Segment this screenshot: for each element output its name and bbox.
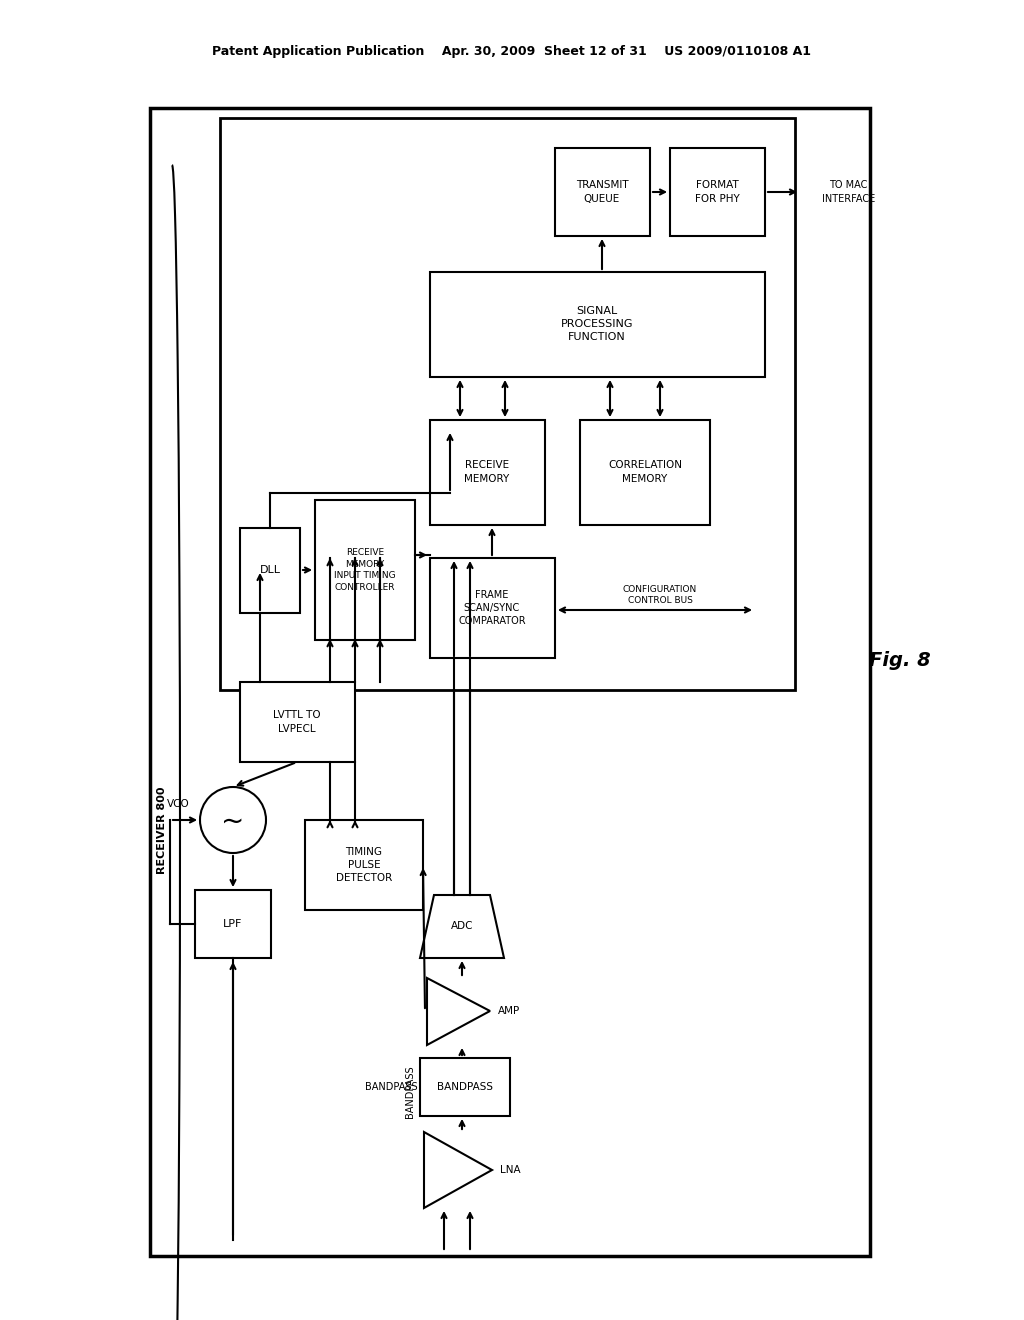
Text: BANDPASS: BANDPASS <box>406 1065 415 1118</box>
Bar <box>555 148 650 236</box>
Text: BANDPASS: BANDPASS <box>437 1082 493 1092</box>
Text: LNA: LNA <box>500 1166 520 1175</box>
Text: TO MAC
INTERFACE: TO MAC INTERFACE <box>822 181 876 203</box>
Text: LVTTL TO
LVPECL: LVTTL TO LVPECL <box>273 710 321 734</box>
Bar <box>430 272 765 378</box>
Circle shape <box>200 787 266 853</box>
Bar <box>420 1059 510 1115</box>
Bar <box>240 682 355 762</box>
Text: LPF: LPF <box>223 919 243 929</box>
Text: TRANSMIT
QUEUE: TRANSMIT QUEUE <box>575 181 629 203</box>
Bar <box>430 420 545 525</box>
Polygon shape <box>420 895 504 958</box>
Text: DLL: DLL <box>259 565 281 576</box>
Text: ADC: ADC <box>451 921 473 931</box>
Bar <box>220 117 795 690</box>
Polygon shape <box>427 978 490 1045</box>
Text: FORMAT
FOR PHY: FORMAT FOR PHY <box>694 181 739 203</box>
Bar <box>580 420 710 525</box>
Bar <box>240 528 300 612</box>
Text: ~: ~ <box>221 808 245 836</box>
Text: Fig. 8: Fig. 8 <box>869 651 931 669</box>
Text: TIMING
PULSE
DETECTOR: TIMING PULSE DETECTOR <box>336 847 392 883</box>
Text: SIGNAL
PROCESSING
FUNCTION: SIGNAL PROCESSING FUNCTION <box>561 306 633 342</box>
Bar <box>150 108 870 1257</box>
Text: AMP: AMP <box>498 1006 520 1016</box>
Text: RECEIVER 800: RECEIVER 800 <box>157 787 167 874</box>
Bar <box>430 558 555 657</box>
Text: RECEIVE
MEMORY: RECEIVE MEMORY <box>464 461 510 483</box>
Text: FRAME
SCAN/SYNC
COMPARATOR: FRAME SCAN/SYNC COMPARATOR <box>458 590 525 626</box>
Text: RECEIVE
MEMORY
INPUT TIMING
CONTROLLER: RECEIVE MEMORY INPUT TIMING CONTROLLER <box>334 548 396 593</box>
Bar <box>305 820 423 909</box>
Bar <box>195 890 271 958</box>
Text: CORRELATION
MEMORY: CORRELATION MEMORY <box>608 461 682 483</box>
Bar <box>670 148 765 236</box>
Polygon shape <box>424 1133 492 1208</box>
Bar <box>315 500 415 640</box>
Text: VCO: VCO <box>167 799 190 809</box>
Text: BANDPASS: BANDPASS <box>366 1082 418 1092</box>
Text: CONFIGURATION
CONTROL BUS: CONFIGURATION CONTROL BUS <box>623 585 697 606</box>
Text: Patent Application Publication    Apr. 30, 2009  Sheet 12 of 31    US 2009/01101: Patent Application Publication Apr. 30, … <box>213 45 811 58</box>
